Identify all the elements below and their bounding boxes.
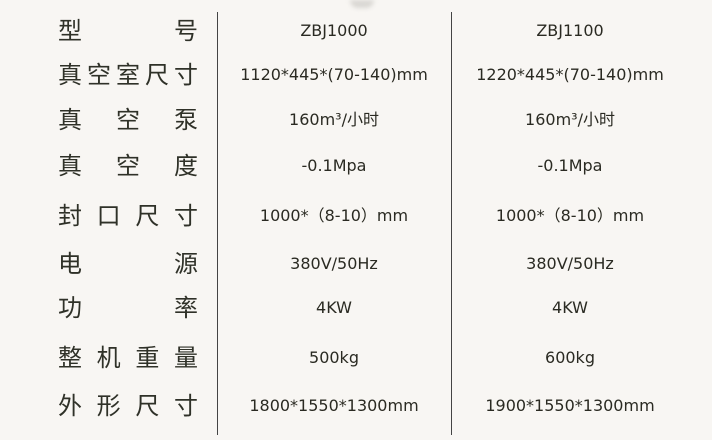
spec-row: 功 率 4KW 4KW <box>0 288 712 328</box>
spec-value-zbj1000: -0.1Mpa <box>301 156 367 175</box>
top-shadow <box>350 0 374 8</box>
spec-value-zbj1000: 4KW <box>316 298 352 317</box>
spec-row: 真 空 泵 160m³/小时 160m³/小时 <box>0 100 712 140</box>
spec-label: 整机重量 <box>58 344 198 372</box>
spec-row: 电 源 380V/50Hz 380V/50Hz <box>0 244 712 284</box>
spec-label: 外形尺寸 <box>58 392 198 420</box>
spec-value-zbj1100: -0.1Mpa <box>537 156 603 175</box>
spec-label: 真空室尺寸 <box>58 61 198 89</box>
spec-row: 真 空 度 -0.1Mpa -0.1Mpa <box>0 146 712 186</box>
spec-label: 功 率 <box>58 294 198 322</box>
spec-label: 型 号 <box>58 17 198 45</box>
spec-value-zbj1000: 500kg <box>309 348 359 367</box>
spec-row: 真空室尺寸 1120*445*(70-140)mm 1220*445*(70-140… <box>0 55 712 95</box>
spec-value-zbj1000: 1120*445*(70-140)mm <box>240 65 428 84</box>
spec-label: 电 源 <box>58 250 198 278</box>
spec-value-zbj1100: 380V/50Hz <box>526 254 614 273</box>
column-divider <box>451 12 452 435</box>
spec-row: 整机重量 500kg 600kg <box>0 338 712 378</box>
spec-value-zbj1100: 1900*1550*1300mm <box>485 396 655 415</box>
spec-value-zbj1100: 1220*445*(70-140)mm <box>476 65 664 84</box>
spec-value-zbj1100: ZBJ1100 <box>536 21 604 40</box>
spec-value-zbj1000: 1000*（8-10）mm <box>259 206 409 225</box>
spec-row: 外形尺寸 1800*1550*1300mm 1900*1550*1300mm <box>0 386 712 426</box>
spec-value-zbj1100: 600kg <box>545 348 595 367</box>
spec-value-zbj1100: 1000*（8-10）mm <box>495 206 645 225</box>
column-divider <box>217 12 218 435</box>
spec-value-zbj1000: ZBJ1000 <box>300 21 368 40</box>
spec-value-zbj1100: 160m³/小时 <box>525 110 615 129</box>
spec-value-zbj1100: 4KW <box>552 298 588 317</box>
spec-row: 型 号 ZBJ1000 ZBJ1100 <box>0 11 712 51</box>
spec-row: 封口尺寸 1000*（8-10）mm 1000*（8-10）mm <box>0 196 712 236</box>
spec-value-zbj1000: 160m³/小时 <box>289 110 379 129</box>
spec-value-zbj1000: 380V/50Hz <box>290 254 378 273</box>
spec-label: 封口尺寸 <box>58 202 198 230</box>
spec-value-zbj1000: 1800*1550*1300mm <box>249 396 419 415</box>
spec-label: 真 空 度 <box>58 152 198 180</box>
spec-label: 真 空 泵 <box>58 106 198 134</box>
